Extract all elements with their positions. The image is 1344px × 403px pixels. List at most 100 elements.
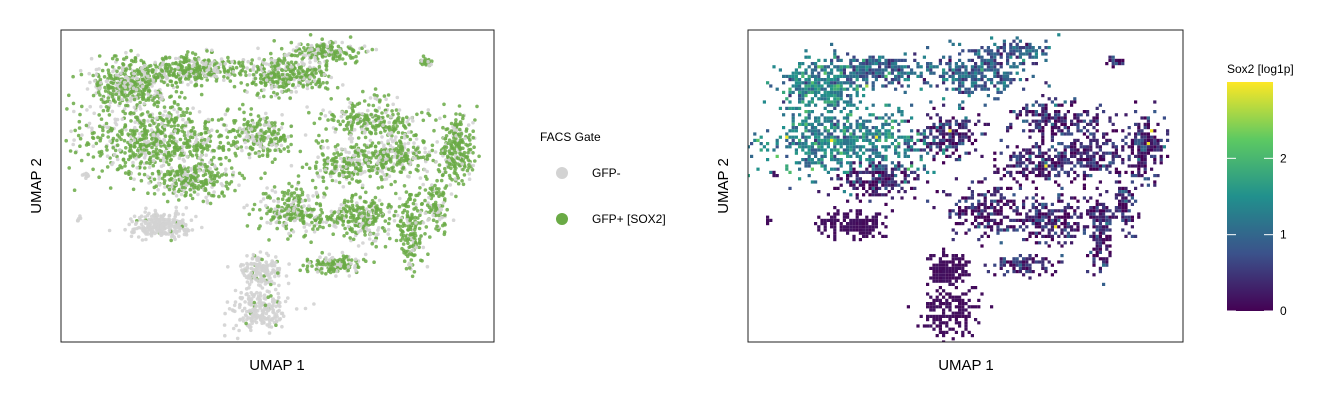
- scatter-point: [327, 223, 332, 228]
- scatter-point: [425, 157, 430, 161]
- scatter-point: [205, 143, 209, 148]
- scatter-point: [442, 145, 447, 149]
- scatter-point: [341, 164, 346, 169]
- scatter-point: [431, 213, 436, 218]
- scatter-point: [387, 120, 392, 125]
- scatter-point: [436, 210, 441, 214]
- scatter-point: [382, 150, 386, 155]
- scatter-point: [354, 219, 358, 224]
- scatter-point: [405, 213, 410, 217]
- scatter-point: [325, 139, 329, 143]
- scatter-point: [423, 211, 428, 215]
- scatter-point: [315, 222, 319, 226]
- scatter-point: [312, 121, 317, 126]
- scatter-point: [432, 128, 436, 133]
- scatter-point: [129, 148, 133, 153]
- scatter-point: [351, 163, 356, 167]
- scatter-point: [181, 144, 185, 149]
- scatter-point: [458, 151, 462, 156]
- scatter-point: [97, 150, 102, 154]
- scatter-point: [276, 267, 281, 271]
- scatter-point: [319, 267, 324, 271]
- scatter-point: [97, 54, 102, 58]
- scatter-point: [351, 48, 356, 53]
- scatter-point: [163, 220, 168, 224]
- scatter-point: [454, 150, 458, 155]
- scatter-point: [248, 273, 252, 277]
- scatter-point: [278, 317, 283, 321]
- scatter-point: [445, 207, 450, 212]
- scatter-point: [132, 111, 136, 116]
- scatter-point: [245, 224, 250, 228]
- scatter-point: [334, 179, 338, 183]
- scatter-point: [224, 173, 229, 177]
- scatter-point: [392, 219, 397, 223]
- left-umap-panel: UMAP 1 UMAP 2: [28, 29, 495, 374]
- scatter-point: [227, 147, 231, 152]
- scatter-point: [354, 166, 358, 171]
- scatter-point: [238, 302, 242, 307]
- scatter-point: [127, 91, 132, 96]
- scatter-point: [251, 121, 256, 125]
- scatter-point: [361, 225, 366, 229]
- scatter-point: [151, 78, 156, 83]
- scatter-point: [362, 130, 367, 135]
- scatter-point: [206, 117, 211, 122]
- scatter-point: [367, 228, 372, 232]
- scatter-point: [77, 119, 82, 124]
- scatter-point: [231, 70, 236, 74]
- scatter-point: [260, 312, 265, 317]
- scatter-point: [255, 93, 259, 97]
- scatter-point: [376, 232, 380, 236]
- scatter-point: [353, 264, 358, 268]
- scatter-point: [200, 71, 205, 75]
- scatter-point: [156, 132, 161, 137]
- scatter-point: [189, 173, 193, 178]
- scatter-point: [173, 145, 178, 150]
- scatter-point: [134, 88, 139, 92]
- scatter-point: [458, 120, 463, 124]
- scatter-point: [354, 54, 358, 59]
- scatter-point: [96, 135, 100, 140]
- scatter-point: [276, 199, 281, 204]
- scatter-point: [389, 205, 393, 209]
- scatter-point: [330, 178, 335, 183]
- scatter-point: [106, 130, 110, 134]
- scatter-point: [278, 215, 283, 219]
- scatter-point: [169, 238, 173, 243]
- scatter-point: [292, 218, 297, 223]
- scatter-point: [322, 195, 326, 199]
- scatter-point: [161, 217, 166, 222]
- scatter-point: [368, 174, 373, 179]
- scatter-point: [262, 138, 266, 143]
- scatter-point: [99, 104, 103, 109]
- scatter-point: [78, 112, 82, 117]
- scatter-point: [433, 183, 437, 188]
- scatter-point: [443, 137, 447, 141]
- scatter-point: [426, 59, 430, 64]
- scatter-point: [294, 49, 298, 53]
- scatter-point: [369, 165, 374, 169]
- scatter-point: [401, 167, 405, 171]
- scatter-point: [270, 259, 275, 263]
- scatter-point: [132, 133, 136, 138]
- scatter-point: [459, 131, 464, 136]
- scatter-point: [183, 194, 187, 198]
- scatter-point: [356, 154, 361, 158]
- scatter-point: [409, 263, 413, 268]
- scatter-point: [86, 174, 91, 178]
- scatter-point: [56, 144, 60, 148]
- scatter-point: [252, 274, 256, 279]
- scatter-point: [377, 158, 381, 163]
- scatter-point: [160, 214, 165, 219]
- scatter-point: [315, 227, 320, 231]
- scatter-point: [196, 70, 200, 74]
- scatter-point: [408, 244, 413, 249]
- scatter-point: [117, 66, 121, 70]
- scatter-point: [105, 148, 109, 152]
- scatter-point: [403, 142, 407, 146]
- scatter-point: [380, 226, 385, 230]
- scatter-point: [387, 210, 392, 214]
- scatter-point: [467, 177, 472, 181]
